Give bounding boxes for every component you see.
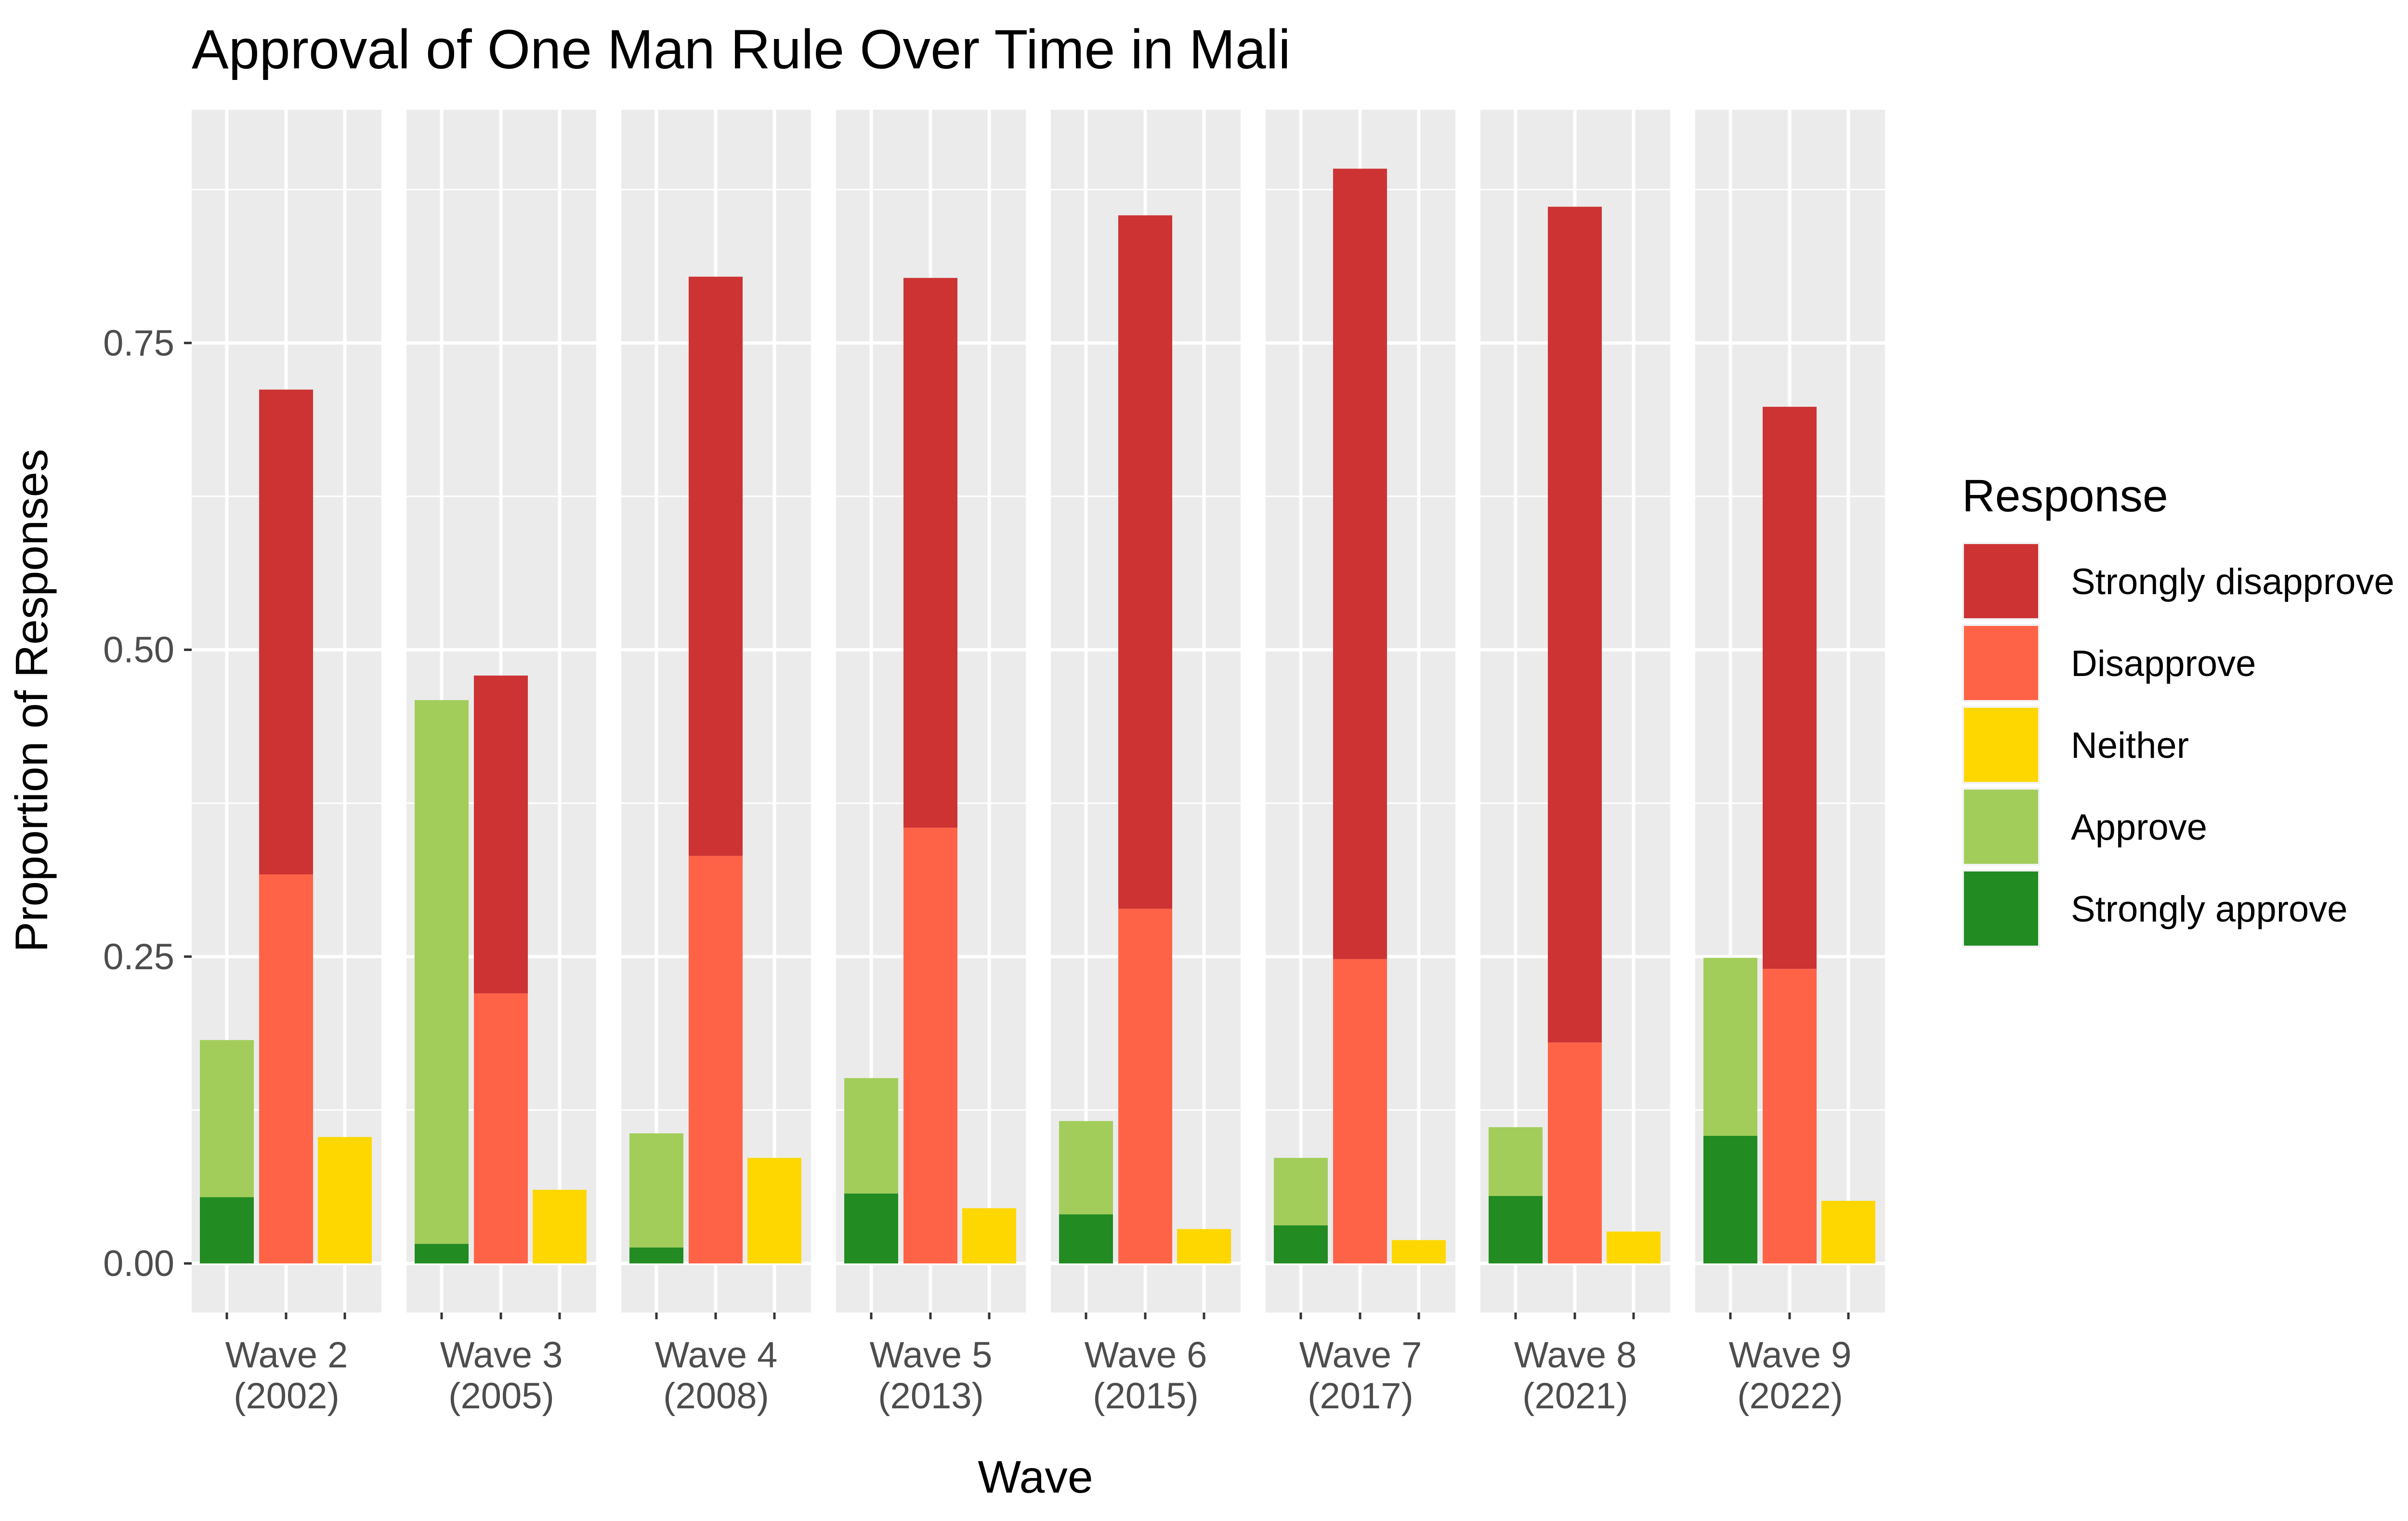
bar-neither-wave-5	[1177, 1229, 1231, 1264]
bar-strongly-approve-wave-6	[1274, 1225, 1328, 1264]
bar-disapprove-wave-8	[1763, 969, 1817, 1264]
bar-neither-wave-8	[1821, 1201, 1875, 1264]
facet-panels: Wave 2(2002)Wave 3(2005)Wave 4(2008)Wave…	[192, 110, 1885, 1417]
bar-strongly-approve-wave-5	[1059, 1214, 1113, 1264]
y-tick-label: 0.25	[103, 936, 174, 977]
x-tick-label-year: (2021)	[1522, 1376, 1628, 1417]
y-tick-label: 0.50	[103, 630, 174, 671]
x-tick-label-year: (2022)	[1737, 1376, 1843, 1417]
facet-panel-6: Wave 7(2017)	[1266, 110, 1455, 1417]
bar-strongly-approve-wave-8	[1703, 1135, 1757, 1264]
bar-strongly-disapprove-wave-8	[1763, 406, 1817, 969]
bar-strongly-approve-wave-3	[629, 1247, 683, 1264]
facet-panel-2: Wave 3(2005)	[406, 110, 596, 1417]
bar-strongly-disapprove-wave-5	[1118, 215, 1172, 909]
bar-strongly-disapprove-wave-2	[474, 676, 528, 994]
legend-label: Strongly approve	[2071, 889, 2348, 930]
bar-neither-wave-4	[962, 1208, 1016, 1264]
bar-strongly-approve-wave-7	[1489, 1196, 1543, 1264]
x-tick-label-wave: Wave 8	[1514, 1335, 1637, 1376]
x-tick-label-wave: Wave 7	[1299, 1335, 1422, 1376]
bar-strongly-approve-wave-4	[844, 1193, 898, 1264]
y-tick-label: 0.75	[103, 323, 174, 364]
x-tick-label-wave: Wave 5	[870, 1335, 993, 1376]
legend-label: Strongly disapprove	[2071, 561, 2395, 602]
y-tick-label: 0.00	[103, 1243, 174, 1284]
bar-approve-wave-2	[415, 700, 469, 1244]
legend: Response Strongly disapprove Disapprove Ne…	[1962, 470, 2395, 948]
legend-label: Approve	[2071, 807, 2207, 848]
legend-title: Response	[1962, 470, 2168, 521]
x-tick-label-wave: Wave 6	[1085, 1335, 1207, 1376]
bar-disapprove-wave-4	[903, 828, 957, 1264]
x-tick-label-wave: Wave 2	[225, 1335, 348, 1376]
legend-item-approve: Approve	[1962, 788, 2207, 866]
x-tick-label-year: (2002)	[234, 1376, 340, 1417]
legend-item-strongly-approve: Strongly approve	[1962, 870, 2348, 948]
bar-disapprove-wave-2	[474, 993, 528, 1264]
bar-strongly-disapprove-wave-3	[689, 276, 743, 856]
bar-strongly-disapprove-wave-6	[1333, 169, 1387, 959]
bar-strongly-approve-wave-2	[415, 1244, 469, 1264]
y-axis: 0.00 0.25 0.50 0.75	[103, 323, 192, 1284]
legend-swatch	[1964, 871, 2038, 946]
bar-disapprove-wave-5	[1118, 909, 1172, 1264]
x-tick-label-year: (2008)	[663, 1376, 769, 1417]
bar-neither-wave-1	[318, 1137, 372, 1264]
legend-swatch	[1964, 544, 2038, 618]
legend-item-strongly-disapprove: Strongly disapprove	[1962, 542, 2395, 620]
facet-panel-1: Wave 2(2002)	[192, 110, 381, 1417]
bar-strongly-disapprove-wave-1	[259, 390, 313, 875]
x-tick-label-wave: Wave 9	[1729, 1335, 1852, 1376]
bar-strongly-approve-wave-1	[200, 1197, 254, 1264]
y-axis-title: Proportion of Responses	[6, 449, 57, 952]
facet-panel-7: Wave 8(2021)	[1480, 110, 1670, 1417]
bar-neither-wave-2	[533, 1190, 587, 1264]
legend-swatch	[1964, 626, 2038, 700]
x-tick-label-year: (2017)	[1308, 1376, 1413, 1417]
x-tick-label-year: (2015)	[1093, 1376, 1199, 1417]
bar-approve-wave-4	[844, 1078, 898, 1194]
legend-label: Neither	[2071, 725, 2189, 766]
facet-panel-4: Wave 5(2013)	[836, 110, 1026, 1417]
facet-panel-3: Wave 4(2008)	[621, 110, 811, 1417]
bar-approve-wave-3	[629, 1133, 683, 1248]
bar-neither-wave-6	[1392, 1240, 1446, 1264]
legend-swatch	[1964, 790, 2038, 864]
legend-item-neither: Neither	[1962, 706, 2189, 784]
x-axis-title: Wave	[978, 1452, 1093, 1503]
legend-label: Disapprove	[2071, 643, 2256, 684]
bar-disapprove-wave-1	[259, 874, 313, 1264]
bar-neither-wave-7	[1607, 1231, 1661, 1264]
facet-panel-5: Wave 6(2015)	[1051, 110, 1241, 1417]
bar-approve-wave-5	[1059, 1121, 1113, 1215]
x-tick-label-year: (2013)	[878, 1376, 984, 1417]
bar-approve-wave-1	[200, 1040, 254, 1197]
bar-approve-wave-8	[1703, 958, 1757, 1136]
bar-disapprove-wave-6	[1333, 959, 1387, 1264]
bar-disapprove-wave-7	[1548, 1042, 1602, 1264]
facet-panel-8: Wave 9(2022)	[1695, 110, 1885, 1417]
legend-swatch	[1964, 708, 2038, 782]
x-tick-label-wave: Wave 3	[440, 1335, 563, 1376]
x-tick-label-year: (2005)	[448, 1376, 554, 1417]
x-tick-label-wave: Wave 4	[655, 1335, 778, 1376]
chart-title: Approval of One Man Rule Over Time in Ma…	[192, 19, 1291, 80]
legend-item-disapprove: Disapprove	[1962, 624, 2256, 702]
bar-neither-wave-3	[747, 1157, 801, 1264]
bar-approve-wave-7	[1489, 1127, 1543, 1196]
bar-strongly-disapprove-wave-4	[903, 278, 957, 828]
bar-disapprove-wave-3	[689, 856, 743, 1264]
bar-strongly-disapprove-wave-7	[1548, 207, 1602, 1043]
bar-approve-wave-6	[1274, 1157, 1328, 1226]
